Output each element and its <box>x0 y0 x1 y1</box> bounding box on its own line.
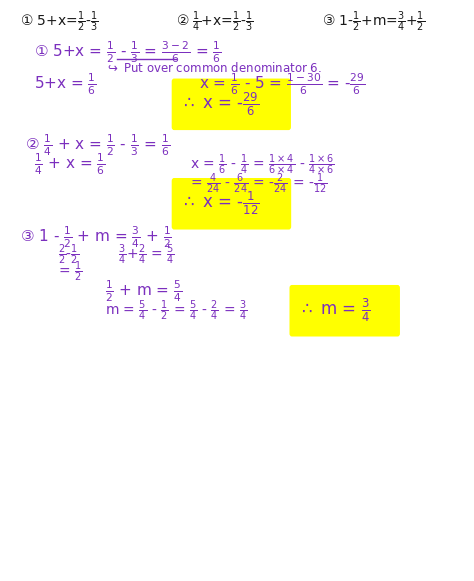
Text: 5+x = $\frac{1}{6}$: 5+x = $\frac{1}{6}$ <box>35 72 97 98</box>
Text: = $\frac{4}{24}$ - $\frac{6}{24}$ = -$\frac{2}{24}$ = -$\frac{1}{12}$: = $\frac{4}{24}$ - $\frac{6}{24}$ = -$\f… <box>190 171 327 196</box>
FancyBboxPatch shape <box>172 78 291 130</box>
Text: ③ 1 - $\frac{1}{2}$ + m = $\frac{3}{4}$ + $\frac{1}{2}$: ③ 1 - $\frac{1}{2}$ + m = $\frac{3}{4}$ … <box>20 224 172 249</box>
Text: m = $\frac{5}{4}$ - $\frac{1}{2}$ = $\frac{5}{4}$ - $\frac{2}{4}$ = $\frac{3}{4}: m = $\frac{5}{4}$ - $\frac{1}{2}$ = $\fr… <box>105 299 247 323</box>
Text: $\therefore$ x = -$\frac{29}{6}$: $\therefore$ x = -$\frac{29}{6}$ <box>181 91 260 118</box>
Text: ① 5+x=$\frac{1}{2}$-$\frac{1}{3}$: ① 5+x=$\frac{1}{2}$-$\frac{1}{3}$ <box>20 9 99 34</box>
Text: ③ 1-$\frac{1}{2}$+m=$\frac{3}{4}$+$\frac{1}{2}$: ③ 1-$\frac{1}{2}$+m=$\frac{3}{4}$+$\frac… <box>322 9 425 34</box>
Text: $\frac{1}{4}$ + x = $\frac{1}{6}$: $\frac{1}{4}$ + x = $\frac{1}{6}$ <box>35 152 106 177</box>
Text: $\therefore$ x = -$\frac{1}{12}$: $\therefore$ x = -$\frac{1}{12}$ <box>181 190 260 217</box>
Text: ② $\frac{1}{4}$ + x = $\frac{1}{2}$ - $\frac{1}{3}$ = $\frac{1}{6}$: ② $\frac{1}{4}$ + x = $\frac{1}{2}$ - $\… <box>25 132 170 157</box>
Text: $\frac{2}{2}$-$\frac{1}{2}$         $\frac{3}{4}$+$\frac{2}{4}$ = $\frac{5}{4}$: $\frac{2}{2}$-$\frac{1}{2}$ $\frac{3}{4}… <box>58 242 174 267</box>
FancyBboxPatch shape <box>172 178 291 229</box>
Text: $\hookrightarrow$ Put over common denominator 6.: $\hookrightarrow$ Put over common denomi… <box>105 62 322 76</box>
Text: $\therefore$ m = $\frac{3}{4}$: $\therefore$ m = $\frac{3}{4}$ <box>298 297 371 324</box>
Text: $\frac{1}{2}$ + m = $\frac{5}{4}$: $\frac{1}{2}$ + m = $\frac{5}{4}$ <box>105 279 182 304</box>
Text: = $\frac{1}{2}$: = $\frac{1}{2}$ <box>58 260 82 284</box>
Text: x = $\frac{1}{6}$ - 5 = $\frac{1-30}{6}$ = -$\frac{29}{6}$: x = $\frac{1}{6}$ - 5 = $\frac{1-30}{6}$… <box>199 72 365 98</box>
Text: ① 5+x = $\frac{1}{2}$ - $\frac{1}{3}$ = $\frac{3-2}{6}$ = $\frac{1}{6}$: ① 5+x = $\frac{1}{2}$ - $\frac{1}{3}$ = … <box>35 40 222 65</box>
FancyBboxPatch shape <box>290 285 400 336</box>
Text: ② $\frac{1}{4}$+x=$\frac{1}{2}$-$\frac{1}{3}$: ② $\frac{1}{4}$+x=$\frac{1}{2}$-$\frac{1… <box>176 9 253 34</box>
Text: x = $\frac{1}{6}$ - $\frac{1}{4}$ = $\frac{1\times4}{6\times4}$ - $\frac{1\times: x = $\frac{1}{6}$ - $\frac{1}{4}$ = $\fr… <box>190 152 335 177</box>
